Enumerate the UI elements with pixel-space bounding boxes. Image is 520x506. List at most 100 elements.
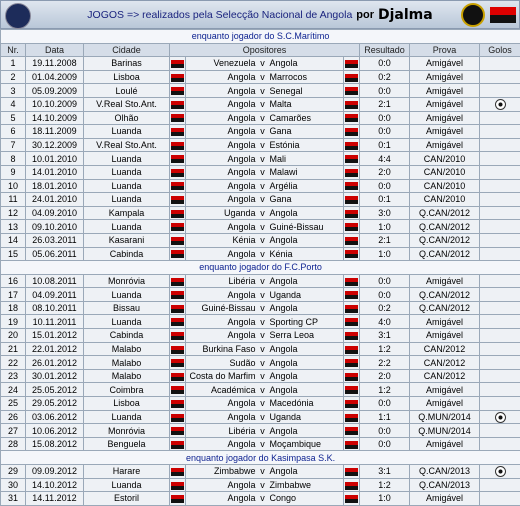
goals bbox=[478, 110, 520, 126]
versus: v bbox=[257, 151, 268, 166]
versus: v bbox=[257, 423, 268, 438]
flag-cell bbox=[343, 436, 360, 452]
result: 0:0 bbox=[359, 287, 410, 302]
competition: Amigável bbox=[409, 96, 480, 112]
flag bbox=[171, 155, 184, 164]
away-team: Marrocos bbox=[267, 69, 344, 85]
game-number: 7 bbox=[0, 137, 26, 153]
home-team: Angola bbox=[185, 477, 258, 493]
flag-cell bbox=[343, 232, 360, 248]
flag-cell bbox=[169, 205, 186, 221]
flag-cell bbox=[343, 300, 360, 316]
away-team: Angola bbox=[267, 341, 344, 357]
game-date: 14.10.2012 bbox=[25, 477, 84, 493]
flag bbox=[345, 196, 358, 205]
result: 0:0 bbox=[359, 423, 410, 438]
section-title: enquanto jogador do F.C.Porto bbox=[0, 260, 520, 275]
flag bbox=[171, 182, 184, 191]
game-number: 31 bbox=[0, 491, 26, 506]
competition: CAN/2012 bbox=[409, 368, 480, 384]
goals bbox=[478, 314, 520, 330]
home-team: Kénia bbox=[185, 232, 258, 248]
flag bbox=[171, 223, 184, 232]
flag-cell bbox=[343, 96, 360, 112]
goals bbox=[478, 69, 520, 85]
flag-cell bbox=[343, 205, 360, 221]
game-row: 25 29.05.2012 Lisboa Angola v Macedónia 0:0 Ami… bbox=[0, 396, 520, 411]
flag-cell bbox=[169, 124, 186, 139]
game-date: 10.06.2012 bbox=[25, 423, 84, 438]
home-team: Venezuela bbox=[185, 56, 258, 71]
goals bbox=[478, 178, 520, 194]
game-number: 24 bbox=[0, 382, 26, 398]
game-city: Monróvia bbox=[83, 423, 170, 438]
result: 3:1 bbox=[359, 328, 410, 343]
result: 1:2 bbox=[359, 477, 410, 493]
title-by: por bbox=[356, 8, 375, 21]
game-city: Kasarani bbox=[83, 232, 170, 248]
game-number: 6 bbox=[0, 124, 26, 139]
result: 1:1 bbox=[359, 409, 410, 425]
flag bbox=[345, 87, 358, 96]
flag-cell bbox=[169, 137, 186, 153]
flag-cell bbox=[169, 56, 186, 71]
flag-cell bbox=[343, 464, 360, 479]
flag bbox=[345, 372, 358, 381]
game-date: 15.08.2012 bbox=[25, 436, 84, 452]
versus: v bbox=[257, 69, 268, 85]
home-team: Angola bbox=[185, 151, 258, 166]
flag-cell bbox=[169, 273, 186, 289]
versus: v bbox=[257, 314, 268, 330]
competition: Amigável bbox=[409, 124, 480, 139]
game-city: Barinas bbox=[83, 56, 170, 71]
goal-ball bbox=[494, 99, 506, 111]
away-team: Angola bbox=[267, 232, 344, 248]
flag bbox=[345, 250, 358, 259]
goals bbox=[478, 83, 520, 98]
flag bbox=[345, 223, 358, 232]
versus: v bbox=[257, 96, 268, 112]
flag-cell bbox=[169, 328, 186, 343]
game-row: 11 24.01.2010 Luanda Angola v Gana 0:1 CAN/2010 bbox=[0, 192, 520, 207]
game-city: Luanda bbox=[83, 409, 170, 425]
home-team: Sudão bbox=[185, 355, 258, 370]
game-city: Luanda bbox=[83, 164, 170, 180]
flag bbox=[171, 386, 184, 395]
goals bbox=[478, 396, 520, 411]
competition: Amigável bbox=[409, 396, 480, 411]
section-row: enquanto jogador do F.C.Porto bbox=[0, 260, 520, 275]
flag-cell bbox=[343, 137, 360, 153]
flag bbox=[171, 250, 184, 259]
flag bbox=[171, 345, 184, 354]
flag bbox=[171, 318, 184, 327]
flag bbox=[345, 386, 358, 395]
goals bbox=[478, 137, 520, 153]
game-row: 29 09.09.2012 Harare Zimbabwe v Angola 3:1 Q.CA… bbox=[0, 464, 520, 479]
column-header: Resultado bbox=[359, 42, 410, 58]
game-city: Lisboa bbox=[83, 396, 170, 411]
goals bbox=[478, 477, 520, 493]
flag-cell bbox=[169, 151, 186, 166]
game-number: 15 bbox=[0, 246, 26, 262]
flag-cell bbox=[169, 232, 186, 248]
flag bbox=[345, 141, 358, 150]
away-team: Guiné-Bissau bbox=[267, 219, 344, 234]
home-team: Angola bbox=[185, 192, 258, 207]
competition: Q.CAN/2012 bbox=[409, 287, 480, 302]
flag-cell bbox=[169, 246, 186, 262]
game-date: 14.11.2012 bbox=[25, 491, 84, 506]
home-team: Angola bbox=[185, 219, 258, 234]
home-team: Burkina Faso bbox=[185, 341, 258, 357]
competition: Amigável bbox=[409, 110, 480, 126]
versus: v bbox=[257, 124, 268, 139]
game-number: 18 bbox=[0, 300, 26, 316]
game-number: 3 bbox=[0, 83, 26, 98]
game-row: 8 10.01.2010 Luanda Angola v Mali 4:4 CAN/2010 bbox=[0, 151, 520, 166]
competition: CAN/2012 bbox=[409, 341, 480, 357]
flag bbox=[345, 427, 358, 436]
flag bbox=[171, 114, 184, 123]
goals bbox=[478, 96, 520, 112]
flag bbox=[345, 291, 358, 300]
flag-cell bbox=[343, 69, 360, 85]
goals bbox=[478, 164, 520, 180]
